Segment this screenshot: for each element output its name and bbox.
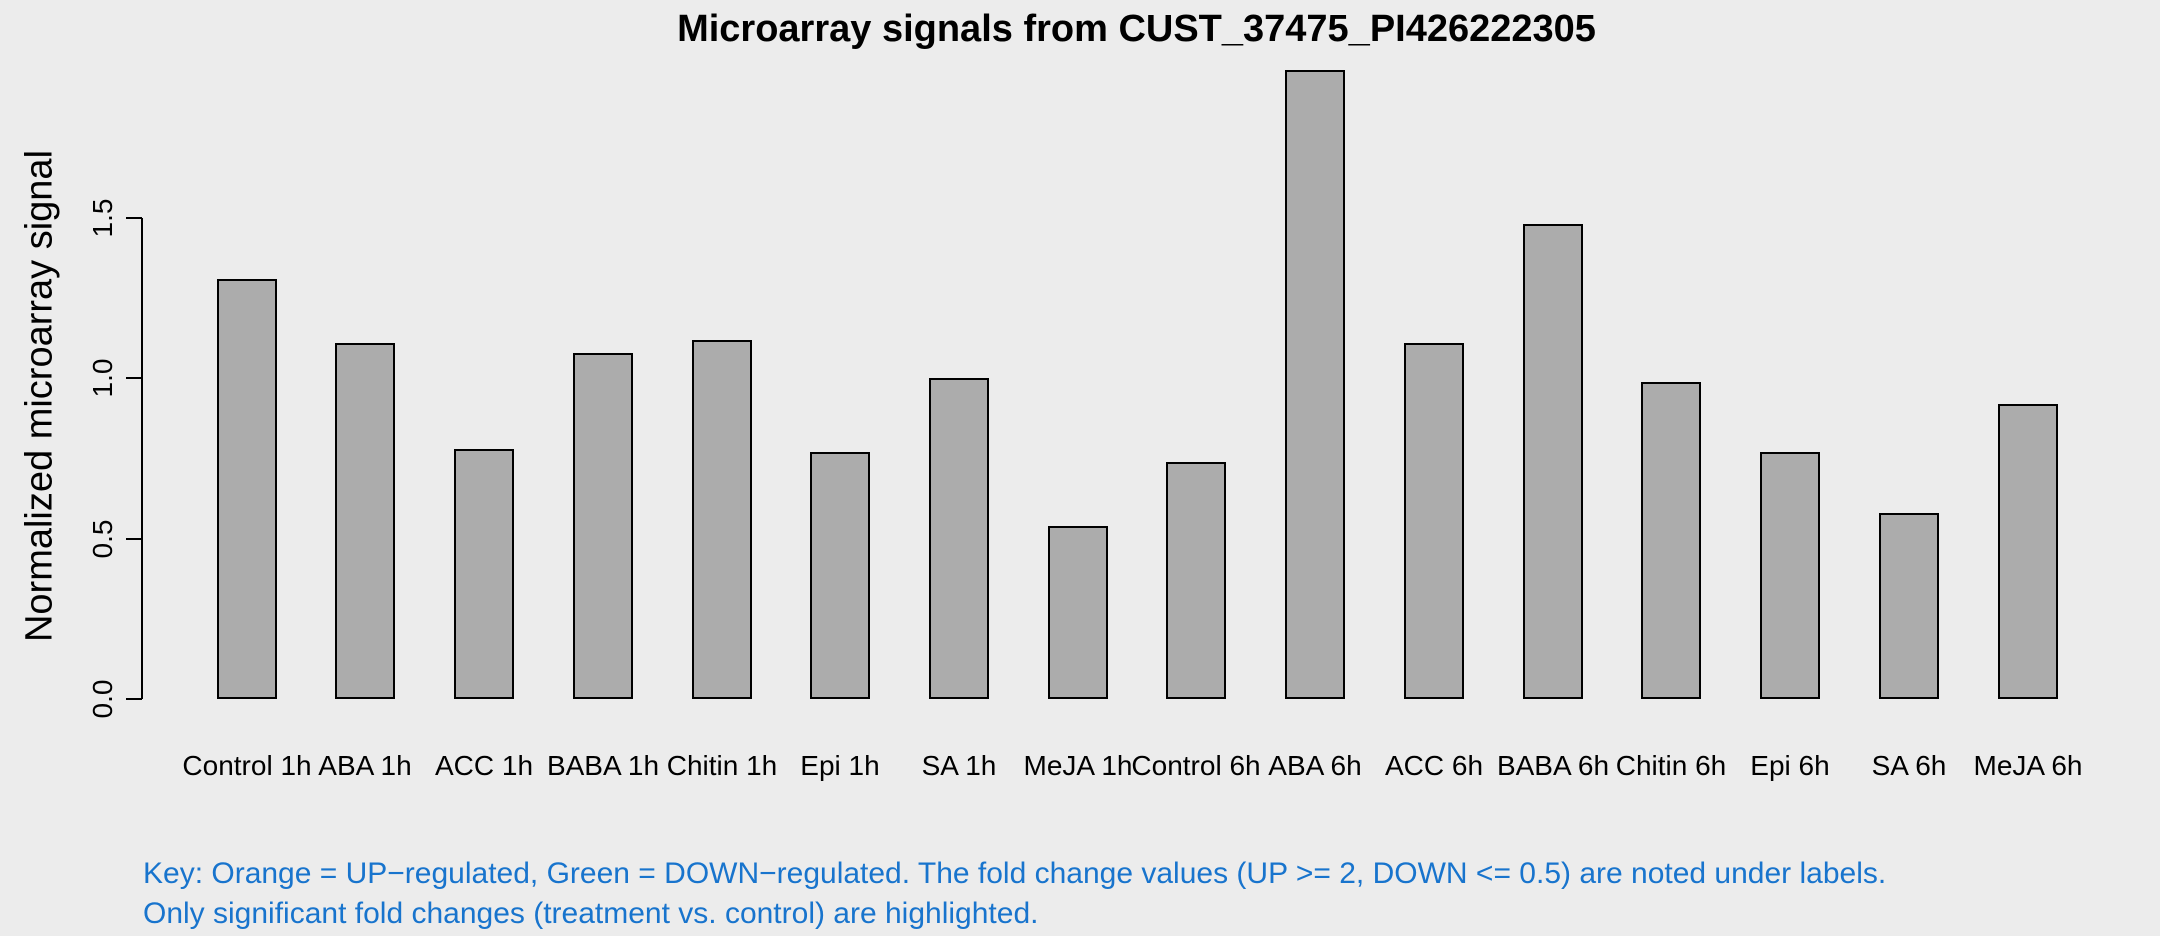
x-axis-label-meja-6h: MeJA 6h	[1973, 750, 2083, 781]
x-axis-label-chitin-1h: Chitin 1h	[666, 750, 778, 781]
x-axis-label-control-6h: Control 6h	[1131, 750, 1261, 781]
bar-chitin-6h	[1641, 382, 1701, 699]
bar-acc-1h	[454, 449, 514, 699]
y-tick-mark	[126, 698, 142, 700]
x-axis-label-meja-1h: MeJA 1h	[1023, 750, 1133, 781]
key-block: Key: Orange = UP−regulated, Green = DOWN…	[143, 854, 1886, 934]
bar-control-6h	[1166, 462, 1226, 699]
x-axis-label-epi-1h: Epi 1h	[800, 750, 880, 781]
y-tick-mark	[126, 538, 142, 540]
y-tick-label: 0.5	[87, 519, 118, 559]
x-axis-label-baba-6h: BABA 6h	[1496, 750, 1610, 781]
bar-baba-6h	[1523, 224, 1583, 699]
y-tick-label: 1.5	[87, 198, 118, 238]
y-tick-label: 1.0	[87, 358, 118, 398]
y-axis-line	[141, 218, 143, 699]
bar-sa-6h	[1879, 513, 1939, 699]
key-line-2: Only significant fold changes (treatment…	[143, 897, 1039, 930]
bar-acc-6h	[1404, 343, 1464, 699]
x-axis-label-sa-6h: SA 6h	[1871, 750, 1947, 781]
bar-meja-6h	[1998, 404, 2058, 699]
bar-baba-1h	[573, 353, 633, 699]
x-axis-label-acc-1h: ACC 1h	[434, 750, 534, 781]
bar-chitin-1h	[692, 340, 752, 699]
bar-sa-1h	[929, 378, 989, 699]
y-tick-mark	[126, 377, 142, 379]
bar-epi-6h	[1760, 452, 1820, 699]
chart-title: Microarray signals from CUST_37475_PI426…	[677, 8, 1596, 50]
y-tick-label: 0.0	[87, 679, 118, 719]
y-tick-mark	[126, 217, 142, 219]
x-axis-label-aba-1h: ABA 1h	[318, 750, 412, 781]
x-axis-label-control-1h: Control 1h	[182, 750, 312, 781]
x-axis-label-aba-6h: ABA 6h	[1268, 750, 1362, 781]
x-axis-label-sa-1h: SA 1h	[921, 750, 997, 781]
y-axis-label: Normalized microarray signal	[18, 149, 61, 643]
bar-aba-1h	[335, 343, 395, 699]
x-axis-label-acc-6h: ACC 6h	[1384, 750, 1484, 781]
x-axis-label-chitin-6h: Chitin 6h	[1615, 750, 1727, 781]
bar-aba-6h	[1285, 70, 1345, 699]
key-line-1: Key: Orange = UP−regulated, Green = DOWN…	[143, 857, 1887, 890]
bar-epi-1h	[810, 452, 870, 699]
x-axis-label-epi-6h: Epi 6h	[1750, 750, 1830, 781]
x-axis-label-baba-1h: BABA 1h	[546, 750, 660, 781]
bar-meja-1h	[1048, 526, 1108, 699]
bar-control-1h	[217, 279, 277, 699]
